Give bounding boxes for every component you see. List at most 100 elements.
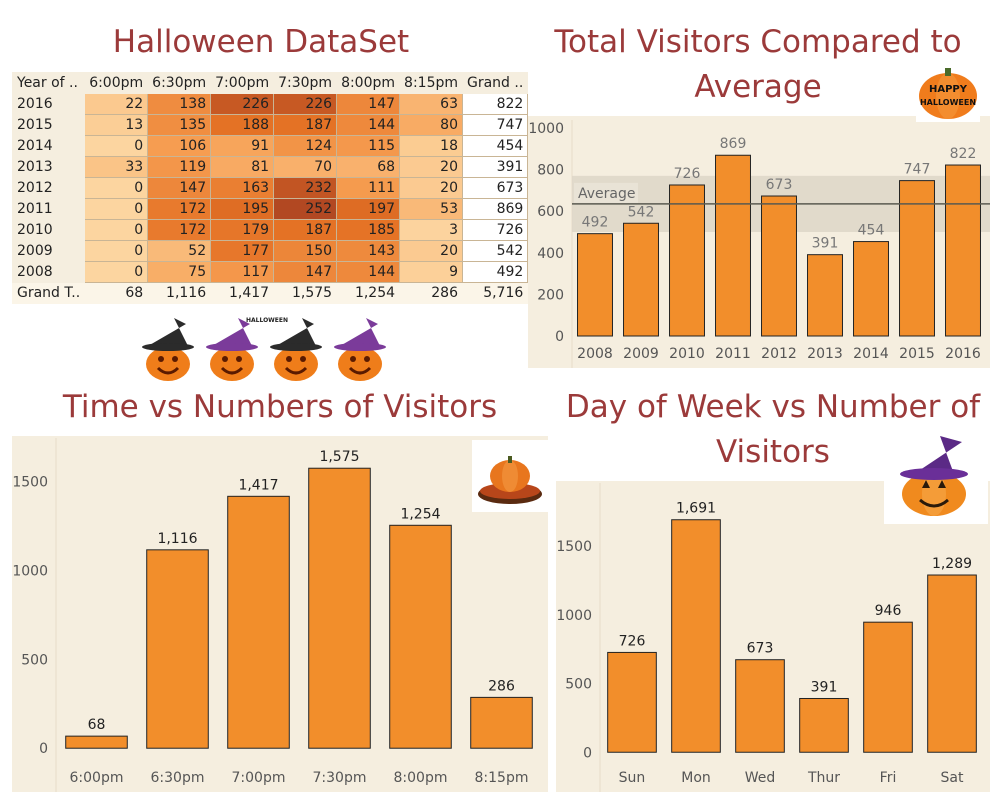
heat-cell: 20 bbox=[399, 240, 463, 262]
y-tick-label: 1500 bbox=[556, 539, 592, 555]
heat-cell: 177 bbox=[210, 240, 275, 262]
y-tick-label: 500 bbox=[21, 652, 48, 668]
x-category-label: Sat bbox=[941, 770, 964, 786]
heat-cell: 80 bbox=[399, 114, 463, 136]
table-row: 2011 0 172 195 252 197 53 869 bbox=[11, 198, 529, 220]
dow-title-line2: Visitors bbox=[716, 434, 830, 470]
bar-value-label: 1,575 bbox=[319, 449, 359, 465]
y-tick-label: 1500 bbox=[12, 475, 48, 491]
row-year-label: 2014 bbox=[11, 135, 86, 157]
x-category-label: 2012 bbox=[761, 346, 797, 362]
heat-cell: 106 bbox=[147, 135, 212, 157]
row-year-label: 2008 bbox=[11, 261, 86, 283]
x-category-label: Thur bbox=[807, 770, 840, 786]
bar-value-label: 673 bbox=[747, 641, 774, 657]
bar-value-label: 391 bbox=[811, 679, 838, 695]
heat-cell: 9 bbox=[399, 261, 463, 283]
bar bbox=[927, 574, 977, 753]
table-header-cell: 6:30pm bbox=[147, 72, 212, 94]
heat-cell: 195 bbox=[210, 198, 275, 220]
y-tick-label: 500 bbox=[565, 677, 592, 693]
y-tick-label: 0 bbox=[555, 329, 564, 345]
bar-value-label: 726 bbox=[619, 633, 646, 649]
x-category-label: 2015 bbox=[899, 346, 935, 362]
bar-value-label: 391 bbox=[812, 236, 839, 252]
heat-cell: 226 bbox=[273, 93, 338, 115]
bar-value-label: 673 bbox=[766, 177, 793, 193]
table-row: 2008 0 75 117 147 144 9 492 bbox=[11, 261, 529, 283]
row-total-cell: 869 bbox=[461, 198, 529, 220]
bar-value-label: 1,116 bbox=[157, 531, 197, 547]
heat-cell: 75 bbox=[147, 261, 212, 283]
witch-hat-pumpkin-icon bbox=[884, 428, 988, 524]
y-tick-label: 200 bbox=[537, 287, 564, 303]
x-category-label: 2016 bbox=[945, 346, 981, 362]
row-total-cell: 454 bbox=[461, 135, 529, 157]
table-row: 2016 22 138 226 226 147 63 822 bbox=[11, 93, 529, 115]
bar-value-label: 286 bbox=[488, 678, 515, 694]
y-tick-label: 0 bbox=[39, 741, 48, 757]
grand-total-cell: 286 bbox=[399, 282, 463, 304]
bar-value-label: 492 bbox=[582, 215, 609, 231]
heat-cell: 185 bbox=[336, 219, 401, 241]
x-category-label: 2014 bbox=[853, 346, 889, 362]
heat-cell: 163 bbox=[210, 177, 275, 199]
bar-value-label: 822 bbox=[950, 146, 977, 162]
bar-value-label: 542 bbox=[628, 204, 655, 220]
bar bbox=[735, 659, 785, 753]
bar bbox=[799, 697, 849, 753]
bar bbox=[623, 222, 659, 337]
heat-cell: 68 bbox=[336, 156, 401, 178]
grand-total-cell: 1,254 bbox=[336, 282, 401, 304]
bar bbox=[807, 254, 843, 337]
x-category-label: 2010 bbox=[669, 346, 705, 362]
heat-cell: 52 bbox=[147, 240, 212, 262]
visitors-title-line2: Average bbox=[694, 69, 822, 105]
row-total-cell: 747 bbox=[461, 114, 529, 136]
row-year-label: 2012 bbox=[11, 177, 86, 199]
grand-total-cell: 1,116 bbox=[147, 282, 212, 304]
x-category-label: 6:30pm bbox=[151, 770, 205, 786]
heat-cell: 226 bbox=[210, 93, 275, 115]
row-year-label: 2010 bbox=[11, 219, 86, 241]
table-row: 2012 0 147 163 232 111 20 673 bbox=[11, 177, 529, 199]
bar bbox=[669, 184, 705, 337]
bar bbox=[761, 195, 797, 337]
heat-cell: 172 bbox=[147, 198, 212, 220]
x-category-label: Fri bbox=[880, 770, 897, 786]
row-year-label: 2011 bbox=[11, 198, 86, 220]
x-category-label: 8:15pm bbox=[475, 770, 529, 786]
table-header-row: Year of .. 6:00pm 6:30pm 7:00pm 7:30pm 8:00pm… bbox=[11, 72, 529, 94]
halloween-text: HALLOWEEN bbox=[920, 98, 976, 107]
heat-cell: 111 bbox=[336, 177, 401, 199]
bar bbox=[146, 549, 209, 749]
heat-cell: 135 bbox=[147, 114, 212, 136]
heat-cell: 0 bbox=[84, 240, 149, 262]
pumpkin-plate-icon bbox=[472, 440, 548, 512]
heat-cell: 91 bbox=[210, 135, 275, 157]
bar bbox=[853, 241, 889, 337]
bar bbox=[389, 524, 452, 749]
x-category-label: 2009 bbox=[623, 346, 659, 362]
pumpkins-witch-hats-icon: HALLOWEEN bbox=[142, 317, 386, 381]
dataset-title: Halloween DataSet bbox=[112, 24, 410, 60]
x-category-label: 8:00pm bbox=[394, 770, 448, 786]
happy-text: HAPPY bbox=[929, 84, 968, 95]
table-row: 2014 0 106 91 124 115 18 454 bbox=[11, 135, 529, 157]
x-category-label: Mon bbox=[681, 770, 711, 786]
heat-cell: 70 bbox=[273, 156, 338, 178]
bar-value-label: 1,417 bbox=[238, 477, 278, 493]
table-header-cell: Year of .. bbox=[11, 72, 86, 94]
bar-value-label: 68 bbox=[88, 717, 106, 733]
y-tick-label: 0 bbox=[583, 745, 592, 761]
visitors-title-line1: Total Visitors Compared to bbox=[554, 24, 962, 60]
bar-value-label: 454 bbox=[858, 223, 885, 239]
heat-cell: 3 bbox=[399, 219, 463, 241]
heat-cell: 18 bbox=[399, 135, 463, 157]
happy-halloween-pumpkin-icon: HAPPY HALLOWEEN bbox=[916, 62, 980, 122]
x-category-label: 7:30pm bbox=[313, 770, 367, 786]
row-year-label: 2015 bbox=[11, 114, 86, 136]
heat-cell: 117 bbox=[210, 261, 275, 283]
bar bbox=[863, 621, 913, 753]
table-row: 2013 33 119 81 70 68 20 391 bbox=[11, 156, 529, 178]
